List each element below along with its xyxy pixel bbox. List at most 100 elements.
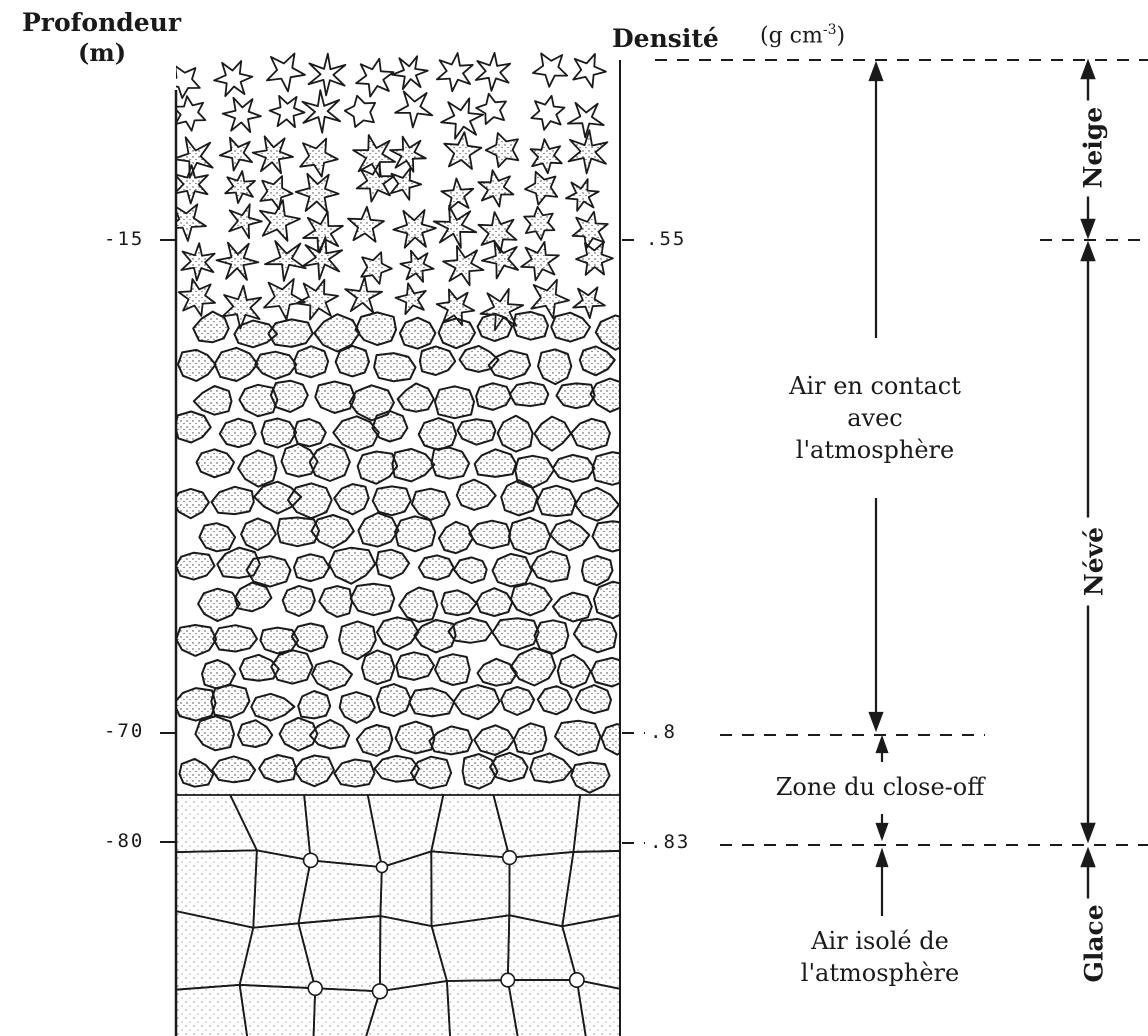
firn-grain [589, 377, 620, 413]
snow-crystal [347, 205, 385, 243]
firn-grain [354, 311, 397, 347]
snow-crystal [477, 169, 515, 208]
ice-crystal [575, 978, 620, 1036]
firn-grain [418, 345, 457, 376]
firn-grain [233, 319, 279, 349]
air-contact-line-1: Air en contact [789, 372, 961, 400]
snow-crystal [176, 95, 207, 132]
firn-grain [360, 649, 396, 686]
snow-crystal [301, 236, 344, 281]
firn-grain [551, 453, 596, 483]
snow-crystal [352, 134, 396, 178]
snow-crystal [251, 135, 294, 175]
firn-grain [550, 311, 591, 343]
firn-grain [572, 617, 618, 654]
firn-grain [308, 442, 351, 482]
air-bubble [307, 980, 323, 997]
firn-grain [395, 651, 435, 681]
firn-grain [293, 754, 335, 788]
firn-grain [455, 478, 497, 511]
snow-crystal [176, 203, 207, 242]
firn-grain [194, 715, 235, 752]
firn-grain [237, 449, 278, 488]
firn-grain [491, 617, 540, 651]
firn-grain [487, 349, 532, 381]
snow-crystal [520, 241, 560, 282]
snow-crystal [572, 286, 606, 319]
firn-grain [333, 758, 376, 788]
firn-grain [276, 516, 321, 548]
firn-grain [574, 684, 612, 715]
air-bubble [375, 860, 389, 874]
firn-grain [452, 556, 488, 585]
firn-grain [594, 314, 620, 351]
snow-crystal [307, 52, 347, 97]
firn-grain [473, 724, 515, 756]
snow-crystal [218, 136, 253, 172]
firn-grain [328, 546, 377, 585]
firn-grain [281, 584, 316, 617]
air-isole-label: Air isolé de l'atmosphère [750, 925, 1010, 989]
firn-grain [512, 310, 549, 341]
snow-crystal [263, 278, 306, 321]
snow-crystal [399, 249, 435, 283]
firn-grain [537, 348, 573, 386]
air-bubble [500, 972, 516, 988]
snow-crystal [565, 178, 600, 212]
firn-grain [580, 554, 614, 587]
firn-grain [290, 622, 329, 653]
firn-grain [592, 580, 620, 620]
firn-grain [489, 751, 529, 783]
snow-crystal [524, 170, 559, 206]
ice-crystal [561, 914, 620, 990]
firn-grain [394, 515, 437, 553]
firn-grain [434, 653, 471, 686]
depth-tick-label: -80 [104, 830, 145, 852]
firn-grain [318, 585, 353, 618]
firn-grain [371, 410, 409, 443]
firn-grains [176, 310, 620, 794]
air-bubble [568, 972, 585, 988]
firn-grain [278, 716, 319, 752]
firn-grain [349, 582, 396, 617]
firn-grain [468, 519, 512, 550]
snow-crystal [302, 210, 344, 254]
snow-crystal [294, 172, 340, 213]
ice-crystal [506, 979, 587, 1036]
firn-grain [508, 381, 550, 407]
snow-crystal [523, 205, 556, 241]
snow-crystal [215, 241, 260, 281]
firn-grain [530, 550, 571, 583]
firn-grain [270, 649, 314, 685]
snow-crystal [474, 52, 512, 92]
firn-grain [437, 317, 476, 350]
firn-grain [461, 753, 499, 790]
firn-grain [192, 385, 233, 416]
firn-grain [556, 653, 592, 689]
firn-grain [509, 646, 557, 687]
density-reference-lines [622, 59, 1148, 846]
firn-grain [475, 382, 513, 411]
density-tick-label: .8 [650, 721, 677, 743]
firn-grain [310, 514, 355, 549]
firn-grain [293, 345, 330, 379]
snow-crystal [213, 60, 254, 97]
snow-crystal [566, 101, 605, 139]
snow-crystal [360, 251, 393, 285]
snow-crystal [268, 95, 306, 129]
firn-grain [440, 589, 478, 617]
snow-crystal [389, 135, 427, 173]
firn-grain [529, 752, 573, 784]
firn-grain [218, 417, 257, 449]
firn-grain [267, 318, 314, 348]
firn-grain [535, 484, 577, 518]
firn-grain [410, 755, 453, 790]
firn-grain [269, 379, 309, 413]
snow-crystal [344, 276, 383, 314]
firn-grain [373, 352, 417, 383]
firn-grain [408, 687, 456, 718]
zone-arrows [868, 60, 889, 916]
snow-crystal [176, 65, 201, 99]
firn-grain [311, 659, 353, 692]
firn-grain [287, 482, 333, 520]
